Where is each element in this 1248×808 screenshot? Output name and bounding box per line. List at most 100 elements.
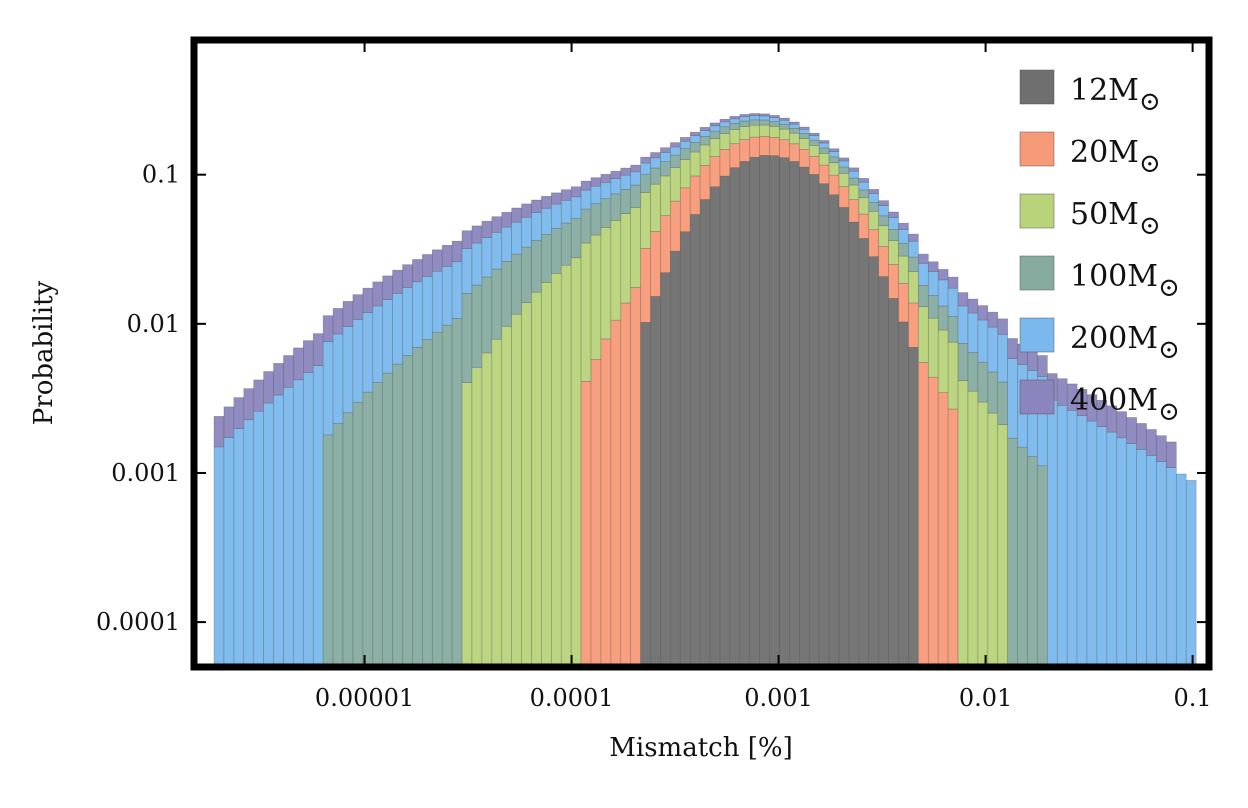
y-tick-label-2: 0.01 (127, 310, 180, 338)
y-tick-label-0: 0.0001 (96, 608, 180, 636)
histogram-bar-200M-92 (1116, 437, 1127, 668)
histogram-bar-200M-86 (1056, 404, 1068, 668)
histogram-bar-20M-54 (739, 139, 751, 162)
histogram-bar-20M-56 (759, 136, 770, 156)
histogram-bar-400M-20 (402, 264, 413, 288)
histogram-bar-400M-76 (957, 292, 969, 307)
histogram-bar-20M-43 (630, 287, 641, 668)
histogram-bar-400M-26 (461, 230, 473, 249)
histogram-bar-12M-70 (898, 321, 909, 668)
histogram-bar-200M-8 (283, 386, 294, 668)
histogram-bar-200M-9 (293, 379, 304, 668)
histogram-bar-400M-40 (600, 174, 612, 183)
histogram-bar-50M-68 (878, 225, 889, 247)
histogram-bar-50M-34 (541, 282, 552, 668)
histogram-bar-400M-12 (322, 315, 334, 342)
histogram-bar-20M-45 (650, 231, 661, 297)
histogram-bar-100M-78 (977, 361, 989, 403)
histogram-bar-400M-86 (1056, 378, 1068, 406)
plot-frame (190, 36, 1213, 671)
histogram-bar-400M-10 (303, 340, 314, 373)
histogram-bar-100M-14 (342, 412, 354, 668)
histogram-bar-50M-46 (660, 175, 671, 216)
histogram-bar-200M-56 (759, 115, 770, 121)
histogram-bar-200M-26 (461, 248, 473, 294)
histogram-bar-50M-61 (808, 145, 820, 157)
histogram-bar-50M-44 (640, 192, 651, 249)
histogram-bar-20M-42 (620, 302, 631, 668)
histogram-bar-12M-57 (769, 155, 780, 668)
histogram-bar-400M-42 (620, 167, 631, 176)
histogram-bar-200M-33 (531, 212, 542, 241)
histogram-bar-200M-25 (451, 261, 463, 319)
histogram-bar-200M-5 (253, 410, 264, 668)
histogram-bar-100M-77 (967, 352, 979, 392)
histogram-bar-100M-54 (739, 120, 751, 127)
histogram-bar-100M-83 (1027, 456, 1038, 668)
histogram-bar-12M-54 (739, 161, 751, 668)
histogram-bar-12M-60 (799, 166, 810, 668)
histogram-bars (213, 113, 1197, 668)
histogram-bar-20M-74 (937, 392, 949, 668)
histogram-bar-20M-62 (818, 164, 830, 185)
histogram-bar-400M-14 (342, 301, 354, 327)
histogram-bar-50M-50 (699, 144, 711, 166)
histogram-bar-100M-46 (660, 161, 671, 177)
histogram-bar-400M-75 (947, 276, 959, 289)
histogram-bar-200M-2 (223, 437, 235, 668)
histogram-bar-20M-75 (947, 408, 959, 668)
x-axis-label: Mismatch [%] (609, 733, 792, 763)
histogram-bar-200M-93 (1126, 443, 1137, 668)
histogram-bar-200M-31 (511, 221, 522, 255)
histogram-bar-12M-55 (749, 156, 760, 668)
histogram-bar-400M-22 (422, 254, 433, 277)
histogram-bar-100M-52 (719, 126, 731, 134)
legend-swatch-200M (1019, 317, 1055, 353)
histogram-bar-100M-29 (491, 268, 503, 340)
histogram-bar-200M-50 (699, 130, 711, 137)
histogram-bar-200M-30 (501, 226, 512, 262)
histogram-bar-50M-47 (670, 167, 681, 202)
histogram-bar-100M-13 (332, 423, 344, 668)
histogram-bar-20M-39 (590, 358, 602, 668)
histogram-bar-400M-5 (253, 379, 264, 412)
histogram-bar-200M-48 (679, 140, 691, 149)
histogram-bar-50M-59 (789, 132, 800, 145)
histogram-bar-200M-13 (332, 333, 344, 424)
histogram-bar-100M-32 (521, 246, 532, 304)
histogram-bar-200M-65 (848, 170, 860, 179)
histogram-bar-100M-62 (818, 147, 830, 154)
histogram-bar-50M-71 (908, 271, 919, 304)
histogram-bar-400M-24 (441, 245, 453, 267)
histogram-bar-50M-72 (918, 306, 929, 363)
histogram-bar-200M-61 (808, 135, 820, 141)
histogram-bar-200M-74 (937, 279, 949, 307)
histogram-bar-12M-48 (679, 231, 691, 668)
histogram-bar-200M-40 (600, 182, 612, 199)
histogram-bar-50M-49 (689, 151, 701, 177)
histogram-bar-200M-45 (650, 157, 661, 169)
histogram-bar-200M-67 (868, 193, 879, 203)
histogram-bar-200M-73 (927, 271, 939, 296)
histogram-bar-400M-49 (689, 131, 701, 137)
histogram-bar-50M-60 (799, 138, 810, 150)
histogram-bar-400M-28 (481, 220, 493, 238)
histogram-bar-200M-32 (521, 216, 532, 248)
histogram-bar-200M-44 (640, 162, 651, 175)
histogram-bar-400M-72 (918, 253, 929, 264)
histogram-bar-100M-71 (908, 256, 919, 272)
histogram-bar-400M-29 (491, 216, 503, 233)
histogram-bar-200M-39 (590, 185, 602, 205)
histogram-bar-100M-30 (501, 261, 512, 327)
histogram-bar-100M-27 (471, 284, 483, 368)
histogram-bar-200M-43 (630, 171, 641, 186)
histogram-bar-200M-57 (769, 117, 780, 122)
histogram-bar-400M-35 (551, 192, 562, 205)
histogram-bar-200M-63 (828, 151, 840, 158)
histogram-bar-400M-50 (699, 127, 711, 131)
histogram-bar-400M-32 (521, 203, 532, 218)
histogram-bar-400M-39 (590, 177, 602, 187)
histogram-bar-12M-58 (779, 157, 790, 668)
histogram-bar-400M-34 (541, 196, 552, 209)
histogram-bar-100M-58 (779, 123, 790, 130)
